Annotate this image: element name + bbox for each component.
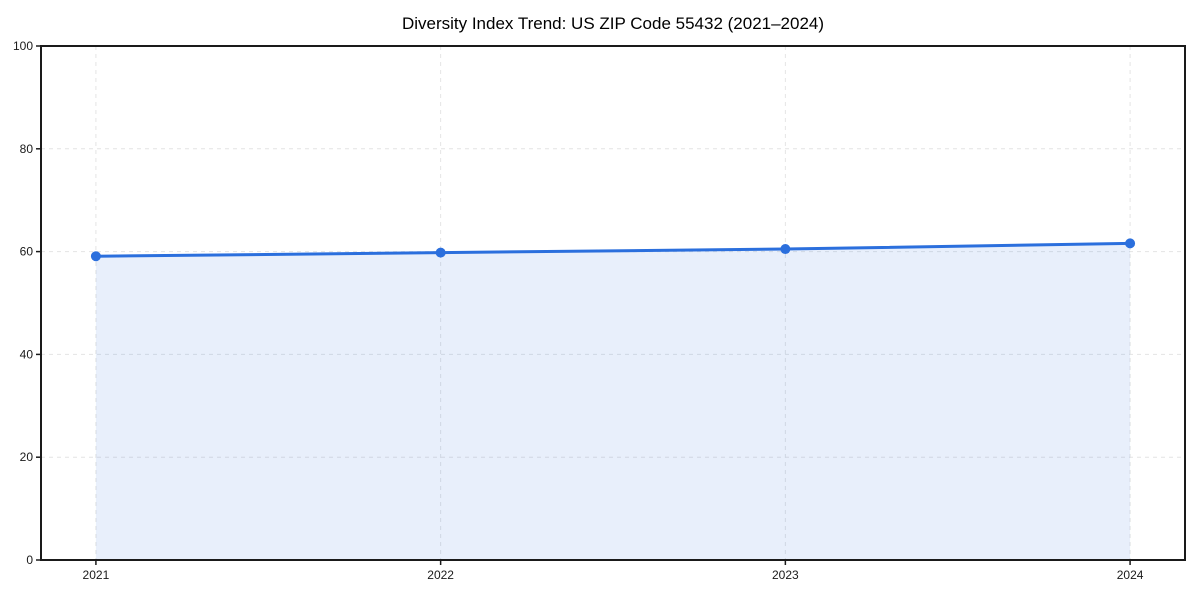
data-point-2022 [435, 247, 446, 258]
data-point-2021 [90, 251, 101, 262]
data-point-2023 [780, 244, 791, 255]
area-fill-layer [95, 243, 1131, 560]
trend-line [94, 241, 1132, 258]
x-tick-label: 2021 [83, 568, 110, 582]
y-tick-label: 80 [20, 142, 34, 156]
y-tick-label: 0 [26, 553, 33, 567]
data-points-layer [90, 238, 1136, 262]
y-tick-label: 60 [20, 245, 34, 259]
y-tick-label: 20 [20, 450, 34, 464]
x-tick-label: 2022 [427, 568, 454, 582]
chart-title: Diversity Index Trend: US ZIP Code 55432… [402, 14, 824, 33]
x-tick-label: 2023 [772, 568, 799, 582]
trend-line-layer [94, 241, 1132, 258]
area-fill [95, 243, 1131, 560]
plot-frame [40, 45, 1186, 561]
axis-tick-labels-layer: 0 20 40 60 80 100 2021 2022 2023 2024 [13, 39, 1144, 582]
y-tick-label: 40 [20, 347, 34, 361]
x-tick-label: 2024 [1117, 568, 1144, 582]
y-tick-label: 100 [13, 39, 33, 53]
data-point-2024 [1125, 238, 1136, 249]
